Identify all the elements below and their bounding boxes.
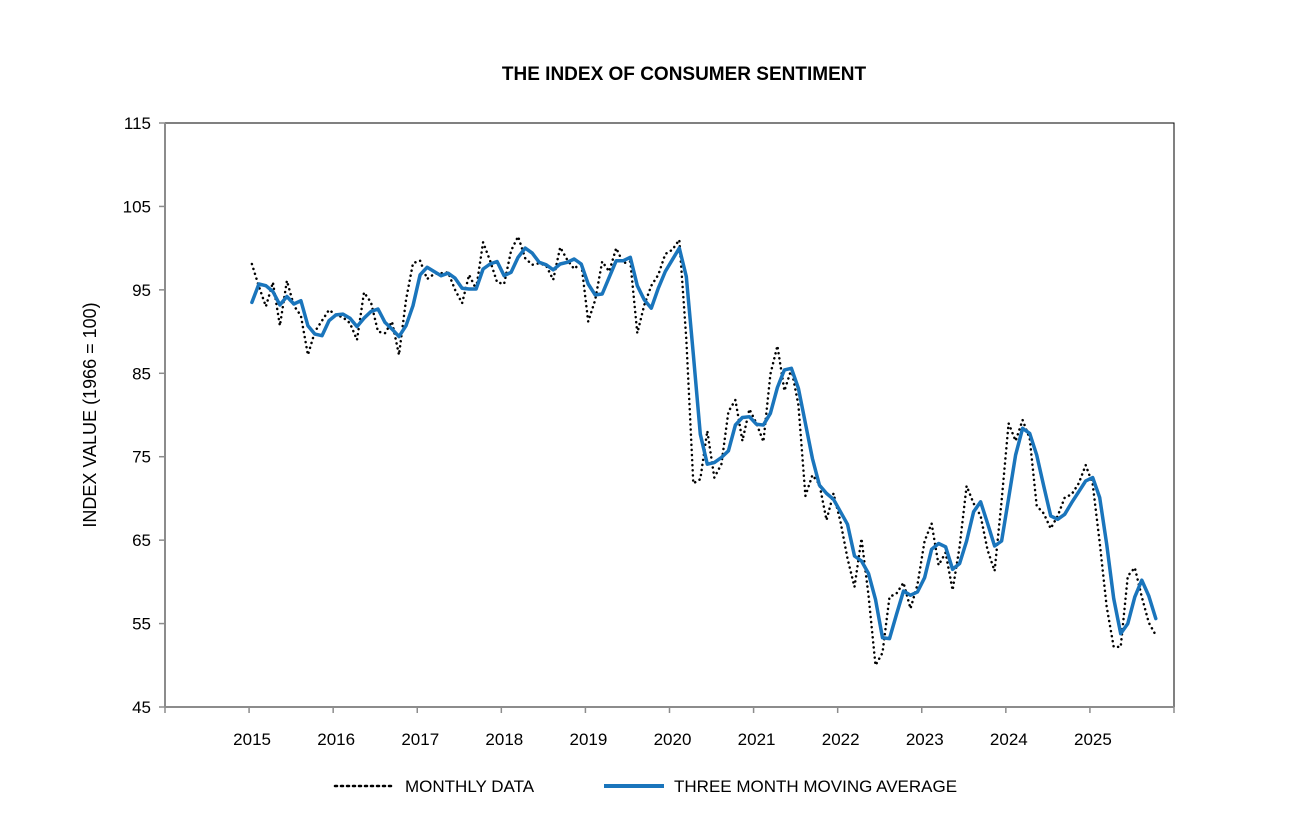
y-tick-label: 75 <box>132 448 151 467</box>
x-tick-label: 2018 <box>485 730 523 749</box>
x-tick-label: 2015 <box>233 730 271 749</box>
x-tick-label: 2024 <box>990 730 1028 749</box>
plot-area-border <box>164 122 1175 708</box>
moving-average-line <box>250 246 1158 641</box>
x-tick-label: 2022 <box>822 730 860 749</box>
legend-monthly-label: MONTHLY DATA <box>405 777 535 796</box>
y-tick-label: 105 <box>123 197 151 216</box>
y-tick-label: 65 <box>132 531 151 550</box>
x-tick-label: 2025 <box>1074 730 1112 749</box>
legend-average-label: THREE MONTH MOVING AVERAGE <box>674 777 957 796</box>
x-tick-label: 2023 <box>906 730 944 749</box>
x-tick-label: 2017 <box>401 730 439 749</box>
y-axis-label: INDEX VALUE (1966 = 100) <box>80 302 100 527</box>
y-tick-label: 95 <box>132 281 151 300</box>
y-tick-label: 55 <box>132 615 151 634</box>
y-tick-label: 115 <box>124 114 151 133</box>
chart-title: THE INDEX OF CONSUMER SENTIMENT <box>502 64 867 85</box>
y-tick-label: 85 <box>132 364 151 383</box>
x-tick-label: 2016 <box>317 730 355 749</box>
x-tick-label: 2021 <box>738 730 776 749</box>
x-tick-label: 2020 <box>654 730 692 749</box>
legend: MONTHLY DATA THREE MONTH MOVING AVERAGE <box>333 777 957 796</box>
x-tick-label: 2019 <box>570 730 608 749</box>
y-tick-label: 45 <box>132 698 151 717</box>
